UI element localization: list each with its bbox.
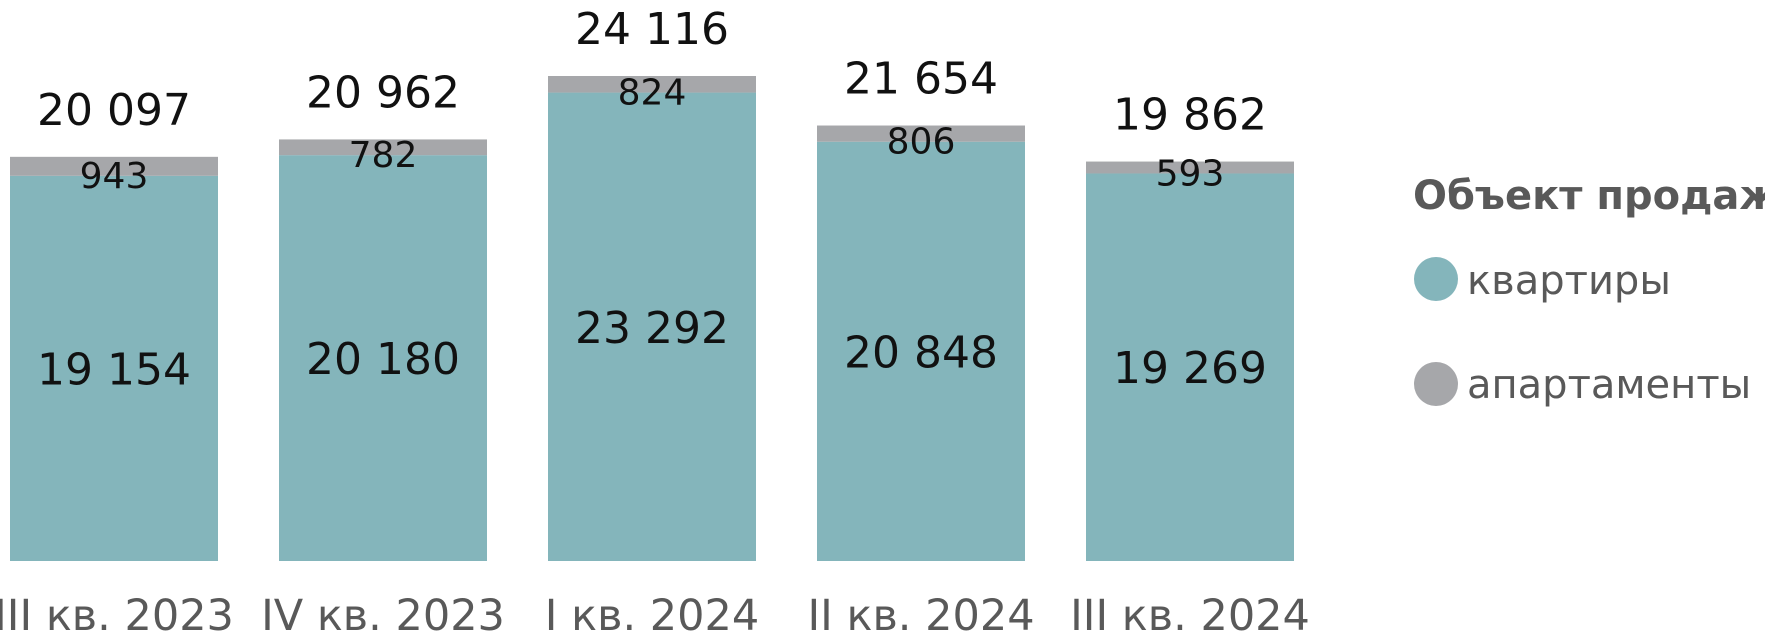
total-value-label-c0: 20 097 xyxy=(37,85,191,136)
total-value-label-c4: 19 862 xyxy=(1113,90,1267,141)
bar-segment-s1-c2 xyxy=(548,76,756,93)
category-label-c4: III кв. 2024 xyxy=(1070,591,1310,639)
segment-value-label-s1-c1: 782 xyxy=(349,135,418,176)
bar-segment-s0-c1 xyxy=(279,155,487,561)
segment-value-label-s1-c3: 806 xyxy=(887,122,956,163)
bar-segment-s1-c0 xyxy=(10,156,218,176)
legend-label-apartamenty: апартаменты xyxy=(1467,362,1751,408)
legend-swatch-kvartiry xyxy=(1414,257,1458,301)
legend: Объект продаж квартиры апартаменты xyxy=(1413,173,1765,408)
segment-value-label-s0-c0: 19 154 xyxy=(37,344,191,395)
legend-item-1: апартаменты xyxy=(1414,362,1751,408)
legend-label-kvartiry: квартиры xyxy=(1467,258,1671,304)
total-value-label-c2: 24 116 xyxy=(575,4,729,55)
segment-value-label-s1-c2: 824 xyxy=(618,73,687,114)
segment-value-label-s1-c0: 943 xyxy=(80,156,149,197)
bar-segment-s1-c3 xyxy=(817,125,1025,142)
bar-segment-s1-c1 xyxy=(279,139,487,156)
labels-layer: 19 154 943 20 097 III кв. 2023 20 180 782 20 9… xyxy=(0,4,1310,639)
segment-value-label-s1-c4: 593 xyxy=(1156,153,1225,194)
category-label-c1: IV кв. 2023 xyxy=(261,591,505,639)
bars-layer xyxy=(10,76,1294,562)
legend-title: Объект продаж xyxy=(1413,173,1765,219)
segment-value-label-s0-c3: 20 848 xyxy=(844,327,998,378)
total-value-label-c3: 21 654 xyxy=(844,54,998,105)
category-label-c2: I кв. 2024 xyxy=(545,591,759,639)
legend-item-0: квартиры xyxy=(1414,257,1671,304)
segment-value-label-s0-c4: 19 269 xyxy=(1113,343,1267,394)
segment-value-label-s0-c2: 23 292 xyxy=(575,303,729,354)
bar-segment-s0-c2 xyxy=(548,92,756,562)
bar-segment-s0-c4 xyxy=(1086,173,1294,561)
category-label-c0: III кв. 2023 xyxy=(0,591,234,639)
bar-segment-s0-c3 xyxy=(817,141,1025,561)
bar-segment-s1-c4 xyxy=(1086,161,1294,174)
legend-swatch-apartamenty xyxy=(1414,362,1458,406)
segment-value-label-s0-c1: 20 180 xyxy=(306,334,460,385)
category-label-c3: II кв. 2024 xyxy=(807,591,1034,639)
bar-segment-s0-c0 xyxy=(10,175,218,561)
total-value-label-c1: 20 962 xyxy=(306,67,460,118)
